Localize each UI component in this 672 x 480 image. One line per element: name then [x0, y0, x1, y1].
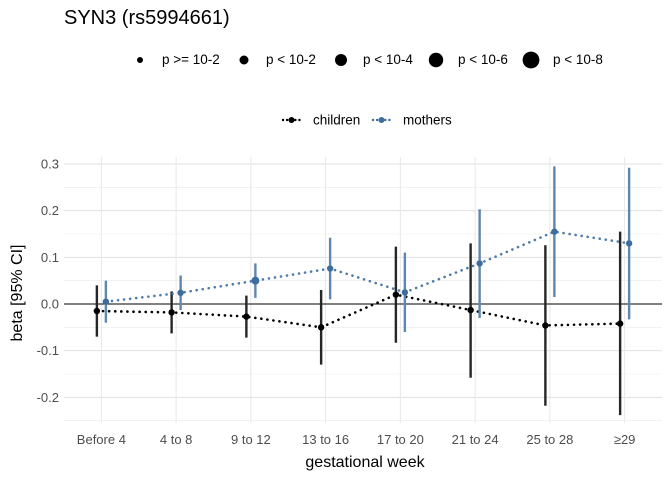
size-legend-item: p < 10-8 — [522, 51, 603, 69]
x-tick-label: 21 to 24 — [452, 432, 499, 447]
point-mothers — [401, 289, 409, 296]
size-legend-key — [522, 51, 540, 69]
y-tick-label: -0.2 — [37, 390, 59, 405]
x-tick-label: 17 to 20 — [377, 432, 424, 447]
point-children — [616, 320, 624, 327]
size-legend-label: p < 10-8 — [553, 52, 603, 67]
y-tick-label: 0.3 — [41, 157, 59, 172]
x-axis-ticks: Before 4 4 to 8 9 to 12 13 to 16 17 to 20 21 … — [77, 432, 636, 447]
grid — [64, 157, 662, 423]
chart-title: SYN3 (rs5994661) — [64, 7, 230, 29]
y-tick-label: 0.2 — [41, 203, 59, 218]
series-legend-item: mothers — [371, 113, 452, 128]
series-children — [93, 231, 624, 416]
series-legend-point — [288, 117, 295, 123]
size-legend-key — [428, 52, 444, 68]
series-legend-point — [378, 117, 385, 123]
point-mothers — [476, 260, 483, 267]
point-mothers — [251, 276, 260, 285]
size-legend-item: p < 10-6 — [428, 52, 508, 68]
y-tick-label: 0.0 — [41, 297, 59, 312]
point-children — [542, 322, 549, 329]
y-axis-title: beta [95% CI] — [9, 245, 26, 342]
size-legend-item: p >= 10-2 — [137, 52, 220, 67]
size-legend-label: p < 10-6 — [458, 52, 508, 67]
point-mothers — [625, 240, 633, 247]
x-tick-label: 13 to 16 — [302, 432, 349, 447]
point-children — [467, 306, 474, 314]
x-tick-label: 4 to 8 — [160, 432, 193, 447]
series-legend-item: children — [281, 113, 360, 128]
point-children — [93, 307, 101, 315]
point-children — [317, 324, 325, 331]
series-legend-label: children — [313, 113, 360, 128]
point-mothers — [326, 265, 334, 272]
size-legend-item: p < 10-2 — [239, 52, 316, 67]
y-axis-ticks: -0.2 -0.1 0.0 0.1 0.2 0.3 — [37, 157, 59, 405]
size-legend-label: p < 10-4 — [363, 52, 413, 67]
size-legend-key — [239, 55, 249, 65]
series-line-mothers — [104, 230, 631, 303]
series-mothers — [102, 166, 633, 332]
point-mothers — [551, 228, 558, 235]
x-tick-label: 25 to 28 — [526, 432, 573, 447]
size-legend: p >= 10-2 p < 10-2 p < 10-4 p < 10-6 p < 10-… — [137, 51, 603, 69]
size-legend-label: p < 10-2 — [266, 52, 316, 67]
x-tick-label: ≥29 — [614, 432, 636, 447]
series-legend-label: mothers — [403, 113, 452, 128]
point-children — [392, 291, 400, 298]
x-tick-label: 9 to 12 — [231, 432, 271, 447]
size-legend-item: p < 10-4 — [335, 52, 413, 67]
series-legend: children mothers — [281, 113, 452, 128]
point-mothers — [177, 289, 184, 296]
point-children — [168, 309, 175, 316]
size-legend-key — [335, 54, 347, 66]
y-tick-label: 0.1 — [41, 250, 59, 265]
y-tick-label: -0.1 — [37, 343, 59, 358]
size-legend-key — [137, 57, 143, 63]
size-legend-label: p >= 10-2 — [162, 52, 220, 67]
series-line-children — [95, 293, 622, 329]
x-axis-title: gestational week — [305, 454, 425, 471]
point-children — [243, 313, 250, 320]
x-tick-label: Before 4 — [77, 432, 126, 447]
marks — [93, 166, 633, 416]
point-mothers — [102, 298, 110, 305]
